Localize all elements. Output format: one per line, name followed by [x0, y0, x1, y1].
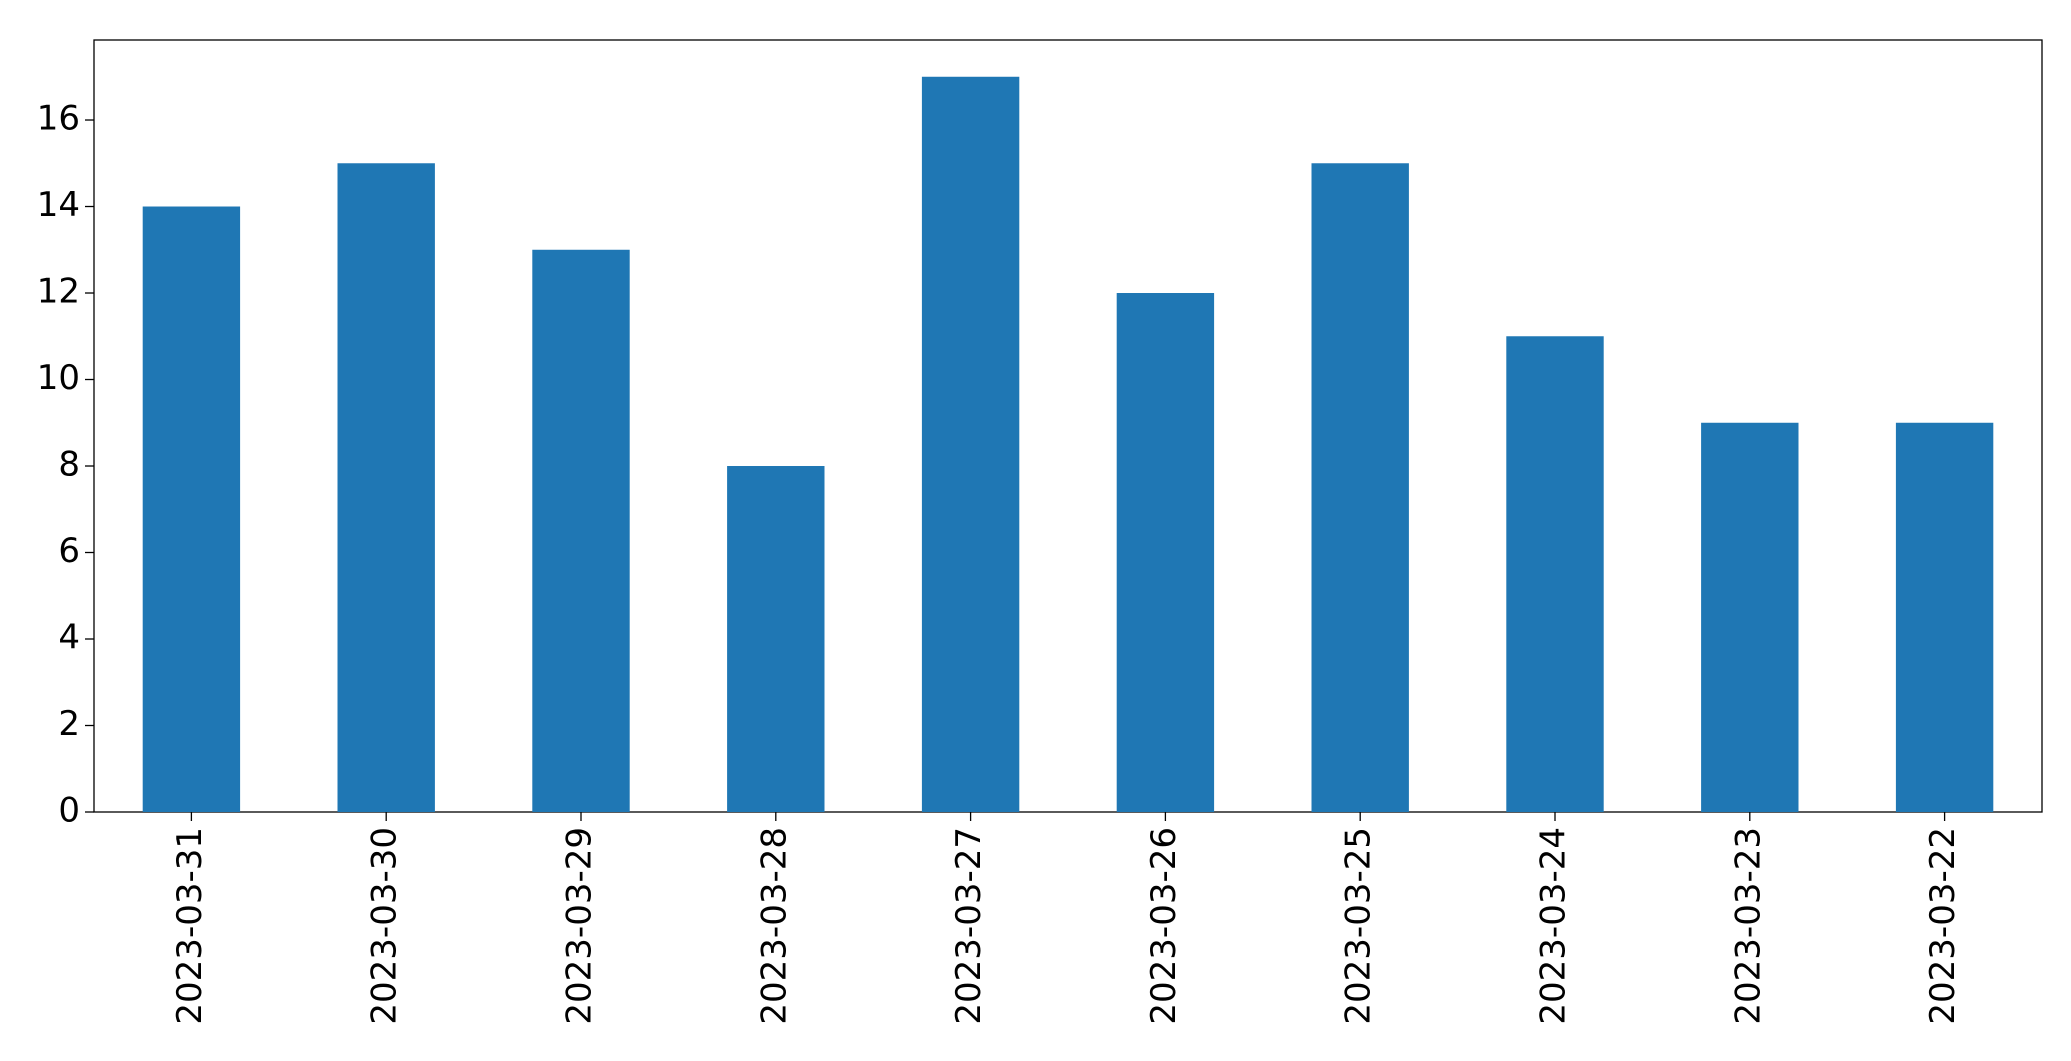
x-tick-label: 2023-03-27	[949, 827, 989, 1025]
bar	[1116, 293, 1215, 812]
bar	[1506, 336, 1604, 812]
plot-frame	[93, 39, 2043, 813]
x-tick-label: 2023-03-22	[1923, 827, 1963, 1025]
y-tick-label: 8	[58, 445, 80, 485]
x-tick-label: 2023-03-29	[560, 827, 600, 1025]
x-tick-label: 2023-03-30	[365, 827, 405, 1025]
y-tick-label: 16	[37, 99, 80, 139]
bar	[1311, 163, 1409, 812]
x-tick-label: 2023-03-26	[1144, 827, 1184, 1025]
bar	[532, 249, 630, 813]
bar	[337, 163, 435, 812]
x-tick-label: 2023-03-25	[1339, 827, 1379, 1025]
y-tick-label: 14	[37, 185, 80, 225]
bar	[727, 466, 825, 812]
y-tick-label: 10	[37, 358, 80, 398]
bar	[142, 206, 241, 812]
bar	[1895, 422, 1994, 812]
x-tick-label: 2023-03-31	[170, 827, 210, 1025]
x-tick-label: 2023-03-24	[1534, 827, 1574, 1025]
y-tick-label: 4	[58, 618, 80, 658]
y-tick-label: 12	[37, 272, 80, 312]
bar	[921, 76, 1020, 812]
x-tick-label: 2023-03-28	[754, 827, 794, 1025]
y-tick-label: 6	[58, 531, 80, 571]
x-tick-label: 2023-03-23	[1728, 827, 1768, 1025]
bar	[1701, 422, 1799, 812]
y-tick-label: 2	[58, 704, 80, 744]
y-tick-label: 0	[58, 791, 80, 831]
